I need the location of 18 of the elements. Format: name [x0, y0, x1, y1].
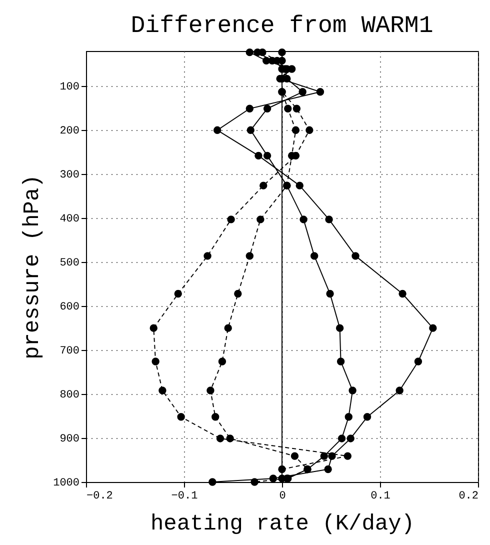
x-tick-label: 0.2 — [458, 490, 478, 502]
y-axis-title: pressure (hPa) — [20, 174, 46, 360]
y-tick-label: 400 — [60, 214, 80, 226]
chart-title: Difference from WARM1 — [130, 12, 434, 40]
y-tick-label: 700 — [60, 346, 80, 358]
y-tick-label: 200 — [60, 126, 80, 138]
y-tick-label: 600 — [60, 302, 80, 314]
x-tick-label: 0.1 — [370, 490, 391, 502]
x-axis-title: heating rate (K/day) — [150, 512, 415, 536]
y-tick-label: 300 — [60, 170, 80, 182]
x-tick-label: −0.2 — [86, 490, 113, 502]
y-tick-label: 800 — [60, 390, 80, 402]
y-tick-label: 1000 — [53, 478, 80, 490]
x-tick-label: −0.1 — [171, 490, 198, 502]
y-tick-label: 900 — [60, 434, 80, 446]
y-tick-label: 100 — [60, 82, 80, 94]
y-tick-label: 500 — [60, 258, 80, 270]
x-tick-label: 0 — [279, 490, 286, 502]
